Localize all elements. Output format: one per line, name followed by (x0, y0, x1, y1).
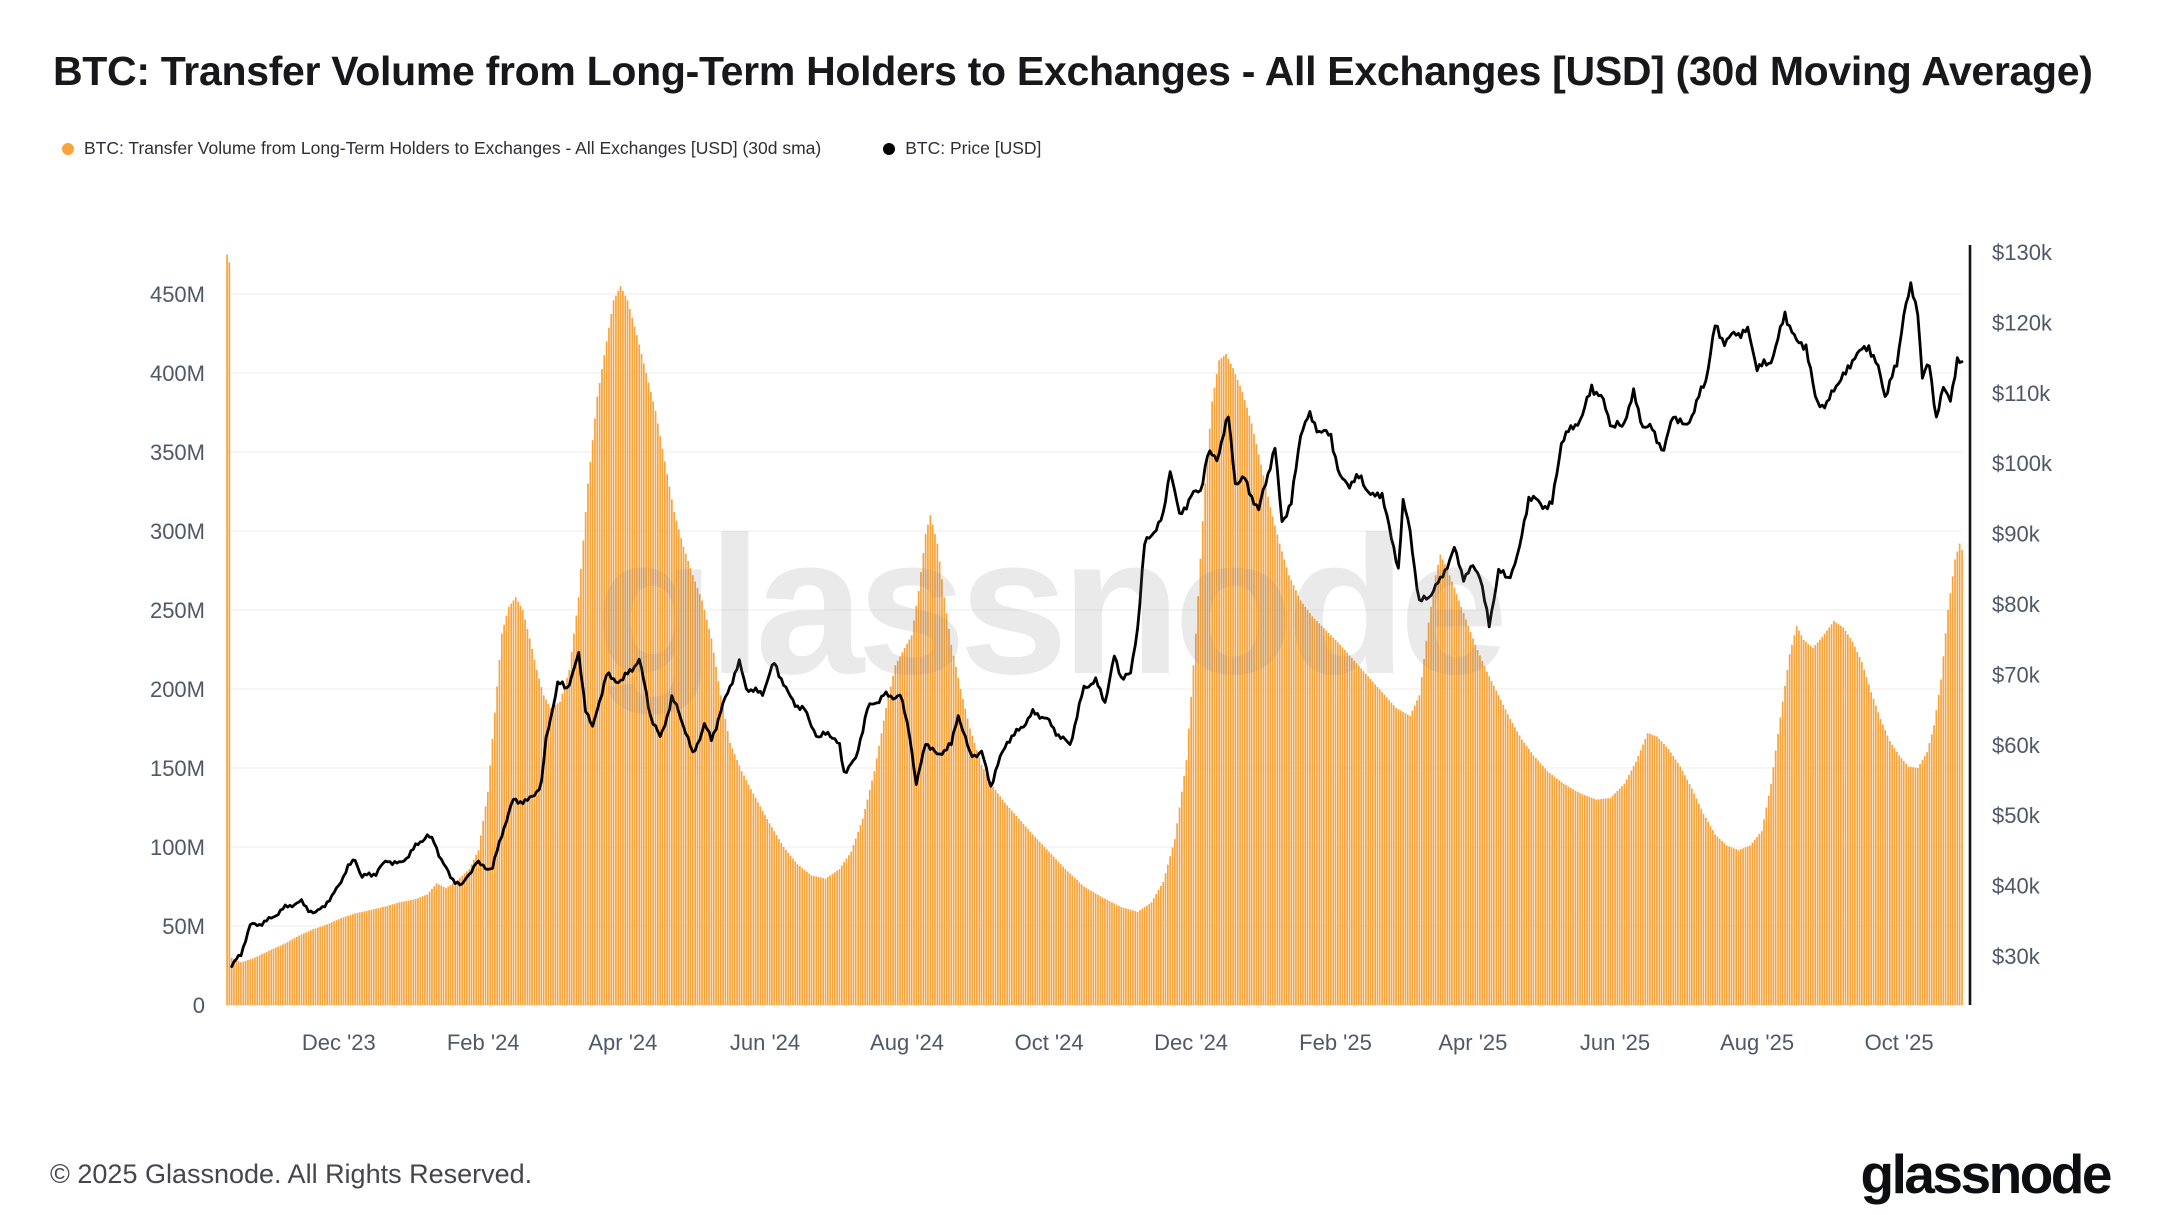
axis-labels: 450M 400M 350M 300M 250M 200M 150M 100M 50M 0 $130… (150, 240, 2053, 1055)
x-axis-tick-label: Jun '24 (730, 1030, 800, 1055)
x-axis-tick-label: Aug '25 (1720, 1030, 1794, 1055)
left-axis-tick-label: 350M (150, 440, 205, 465)
right-axis-tick-label: $30k (1992, 944, 2041, 969)
right-axis-tick-label: $100k (1992, 451, 2053, 476)
left-axis-tick-label: 300M (150, 519, 205, 544)
glassnode-logo: glassnode (1860, 1143, 2112, 1205)
volume-bars-series (226, 254, 1963, 1006)
legend-swatch-price-icon (883, 142, 896, 155)
x-axis-tick-label: Feb '24 (447, 1030, 520, 1055)
chart-title: BTC: Transfer Volume from Long-Term Hold… (53, 48, 2093, 94)
legend: BTC: Transfer Volume from Long-Term Hold… (62, 138, 1041, 159)
x-axis-tick-label: Dec '24 (1154, 1030, 1228, 1055)
page-footer: © 2025 Glassnode. All Rights Reserved. g… (0, 1138, 2160, 1210)
price-line-series (230, 281, 1964, 968)
left-axis-tick-label: 400M (150, 361, 205, 386)
left-axis-tick-label: 100M (150, 835, 205, 860)
copyright-text: © 2025 Glassnode. All Rights Reserved. (50, 1158, 533, 1189)
legend-swatch-volume-icon (62, 142, 74, 155)
x-axis-tick-label: Oct '25 (1865, 1030, 1934, 1055)
left-axis-tick-label: 200M (150, 677, 205, 702)
x-axis-tick-label: Dec '23 (302, 1030, 376, 1055)
x-axis-tick-label: Apr '24 (588, 1030, 657, 1055)
right-axis-tick-label: $50k (1992, 803, 2041, 828)
x-axis-tick-label: Aug '24 (870, 1030, 944, 1055)
right-axis-tick-label: $80k (1992, 592, 2041, 617)
right-axis-tick-label: $90k (1992, 522, 2041, 547)
legend-item-transfer-volume[interactable]: BTC: Transfer Volume from Long-Term Hold… (62, 138, 821, 159)
left-axis-tick-label: 0 (193, 993, 205, 1018)
chart-header: BTC: Transfer Volume from Long-Term Hold… (53, 48, 2093, 95)
x-axis-tick-label: Feb '25 (1299, 1030, 1372, 1055)
right-axis-tick-label: $120k (1992, 310, 2053, 335)
x-axis-tick-label: Oct '24 (1015, 1030, 1084, 1055)
left-axis-tick-label: 50M (162, 914, 205, 939)
x-axis-tick-label: Jun '25 (1580, 1030, 1650, 1055)
right-axis-tick-label: $70k (1992, 662, 2041, 687)
left-axis-tick-label: 250M (150, 598, 205, 623)
left-axis-tick-label: 150M (150, 756, 205, 781)
right-axis-tick-label: $60k (1992, 733, 2041, 758)
x-axis-tick-label: Apr '25 (1438, 1030, 1507, 1055)
left-axis-tick-label: 450M (150, 282, 205, 307)
right-axis-tick-label: $130k (1992, 240, 2053, 265)
legend-item-btc-price[interactable]: BTC: Price [USD] (883, 138, 1041, 159)
legend-label-btc-price: BTC: Price [USD] (905, 138, 1042, 158)
right-axis-tick-label: $110k (1992, 381, 2051, 406)
legend-label-transfer-volume: BTC: Transfer Volume from Long-Term Hold… (84, 138, 822, 158)
right-axis-tick-label: $40k (1992, 874, 2041, 899)
